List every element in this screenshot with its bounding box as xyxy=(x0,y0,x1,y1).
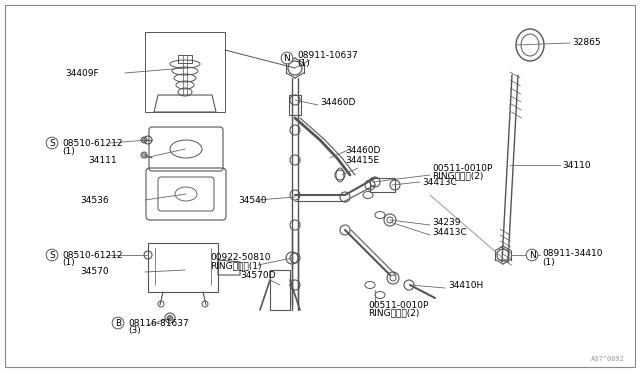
Text: 34410H: 34410H xyxy=(448,280,483,289)
Text: 08510-61212: 08510-61212 xyxy=(62,250,122,260)
Text: (1): (1) xyxy=(297,58,310,67)
Text: (1): (1) xyxy=(62,147,75,155)
Text: B: B xyxy=(115,318,121,327)
Circle shape xyxy=(141,137,147,143)
Text: 34110: 34110 xyxy=(562,160,591,170)
Text: N: N xyxy=(529,250,536,260)
Text: RINGリング(1): RINGリング(1) xyxy=(210,262,262,270)
Text: 34409F: 34409F xyxy=(65,68,99,77)
Text: (3): (3) xyxy=(128,327,141,336)
Circle shape xyxy=(168,315,173,321)
Text: 34460D: 34460D xyxy=(320,97,355,106)
Text: 34111: 34111 xyxy=(88,155,116,164)
Text: 34536: 34536 xyxy=(80,196,109,205)
Text: 34540: 34540 xyxy=(238,196,266,205)
Text: RINGリング(2): RINGリング(2) xyxy=(432,171,483,180)
Text: 34570D: 34570D xyxy=(240,270,275,279)
Text: N: N xyxy=(284,54,291,62)
Text: 34413C: 34413C xyxy=(432,228,467,237)
Circle shape xyxy=(141,152,147,158)
Text: S: S xyxy=(49,138,55,148)
Text: 34413C: 34413C xyxy=(422,177,457,186)
Text: 08510-61212: 08510-61212 xyxy=(62,138,122,148)
Text: 00922-50810: 00922-50810 xyxy=(210,253,271,263)
Text: 08116-81637: 08116-81637 xyxy=(128,318,189,327)
Text: 34570: 34570 xyxy=(80,267,109,276)
Text: (1): (1) xyxy=(62,259,75,267)
Text: 00511-0010P: 00511-0010P xyxy=(432,164,492,173)
Text: 34239: 34239 xyxy=(432,218,461,227)
Text: 34415E: 34415E xyxy=(345,155,379,164)
Text: 08911-10637: 08911-10637 xyxy=(297,51,358,60)
Text: S: S xyxy=(49,250,55,260)
Text: (1): (1) xyxy=(542,259,555,267)
Text: A37^0092: A37^0092 xyxy=(591,356,625,362)
Text: 08911-34410: 08911-34410 xyxy=(542,248,602,257)
Text: RINGリング(2): RINGリング(2) xyxy=(368,308,419,317)
Text: 34460D: 34460D xyxy=(345,145,380,154)
Text: 32865: 32865 xyxy=(572,38,600,46)
Text: 00511-0010P: 00511-0010P xyxy=(368,301,428,310)
